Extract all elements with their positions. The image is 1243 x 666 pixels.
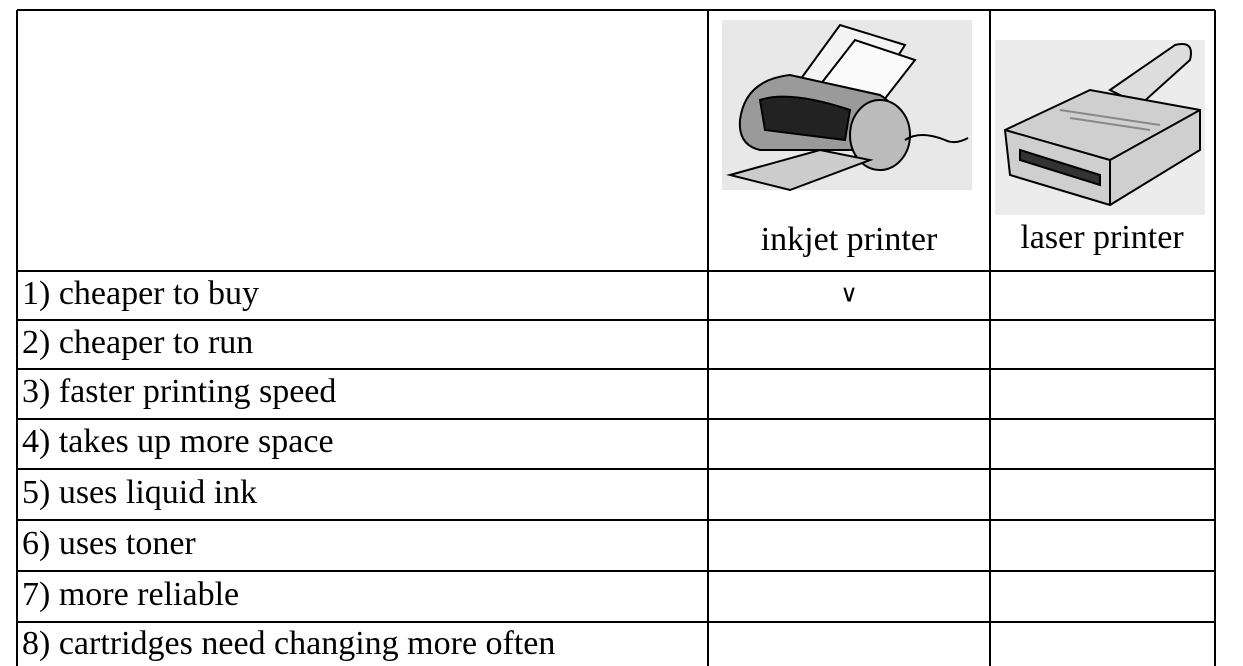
table-grid: [16, 9, 1216, 666]
check-mark: ∨: [840, 282, 858, 308]
row-label: 8) cartridges need changing more often: [22, 625, 555, 662]
row-label: 7) more reliable: [22, 576, 239, 613]
row-label: 4) takes up more space: [22, 423, 334, 460]
column-header: inkjet printer: [761, 221, 938, 258]
row-label: 6) uses toner: [22, 525, 196, 562]
row-label: 3) faster printing speed: [22, 373, 336, 410]
row-label: 2) cheaper to run: [22, 324, 253, 361]
column-header: laser printer: [1020, 219, 1184, 256]
row-label: 5) uses liquid ink: [22, 474, 257, 511]
laser-printer-image: [995, 40, 1205, 215]
inkjet-printer-image: [722, 20, 972, 192]
row-label: 1) cheaper to buy: [22, 275, 259, 312]
